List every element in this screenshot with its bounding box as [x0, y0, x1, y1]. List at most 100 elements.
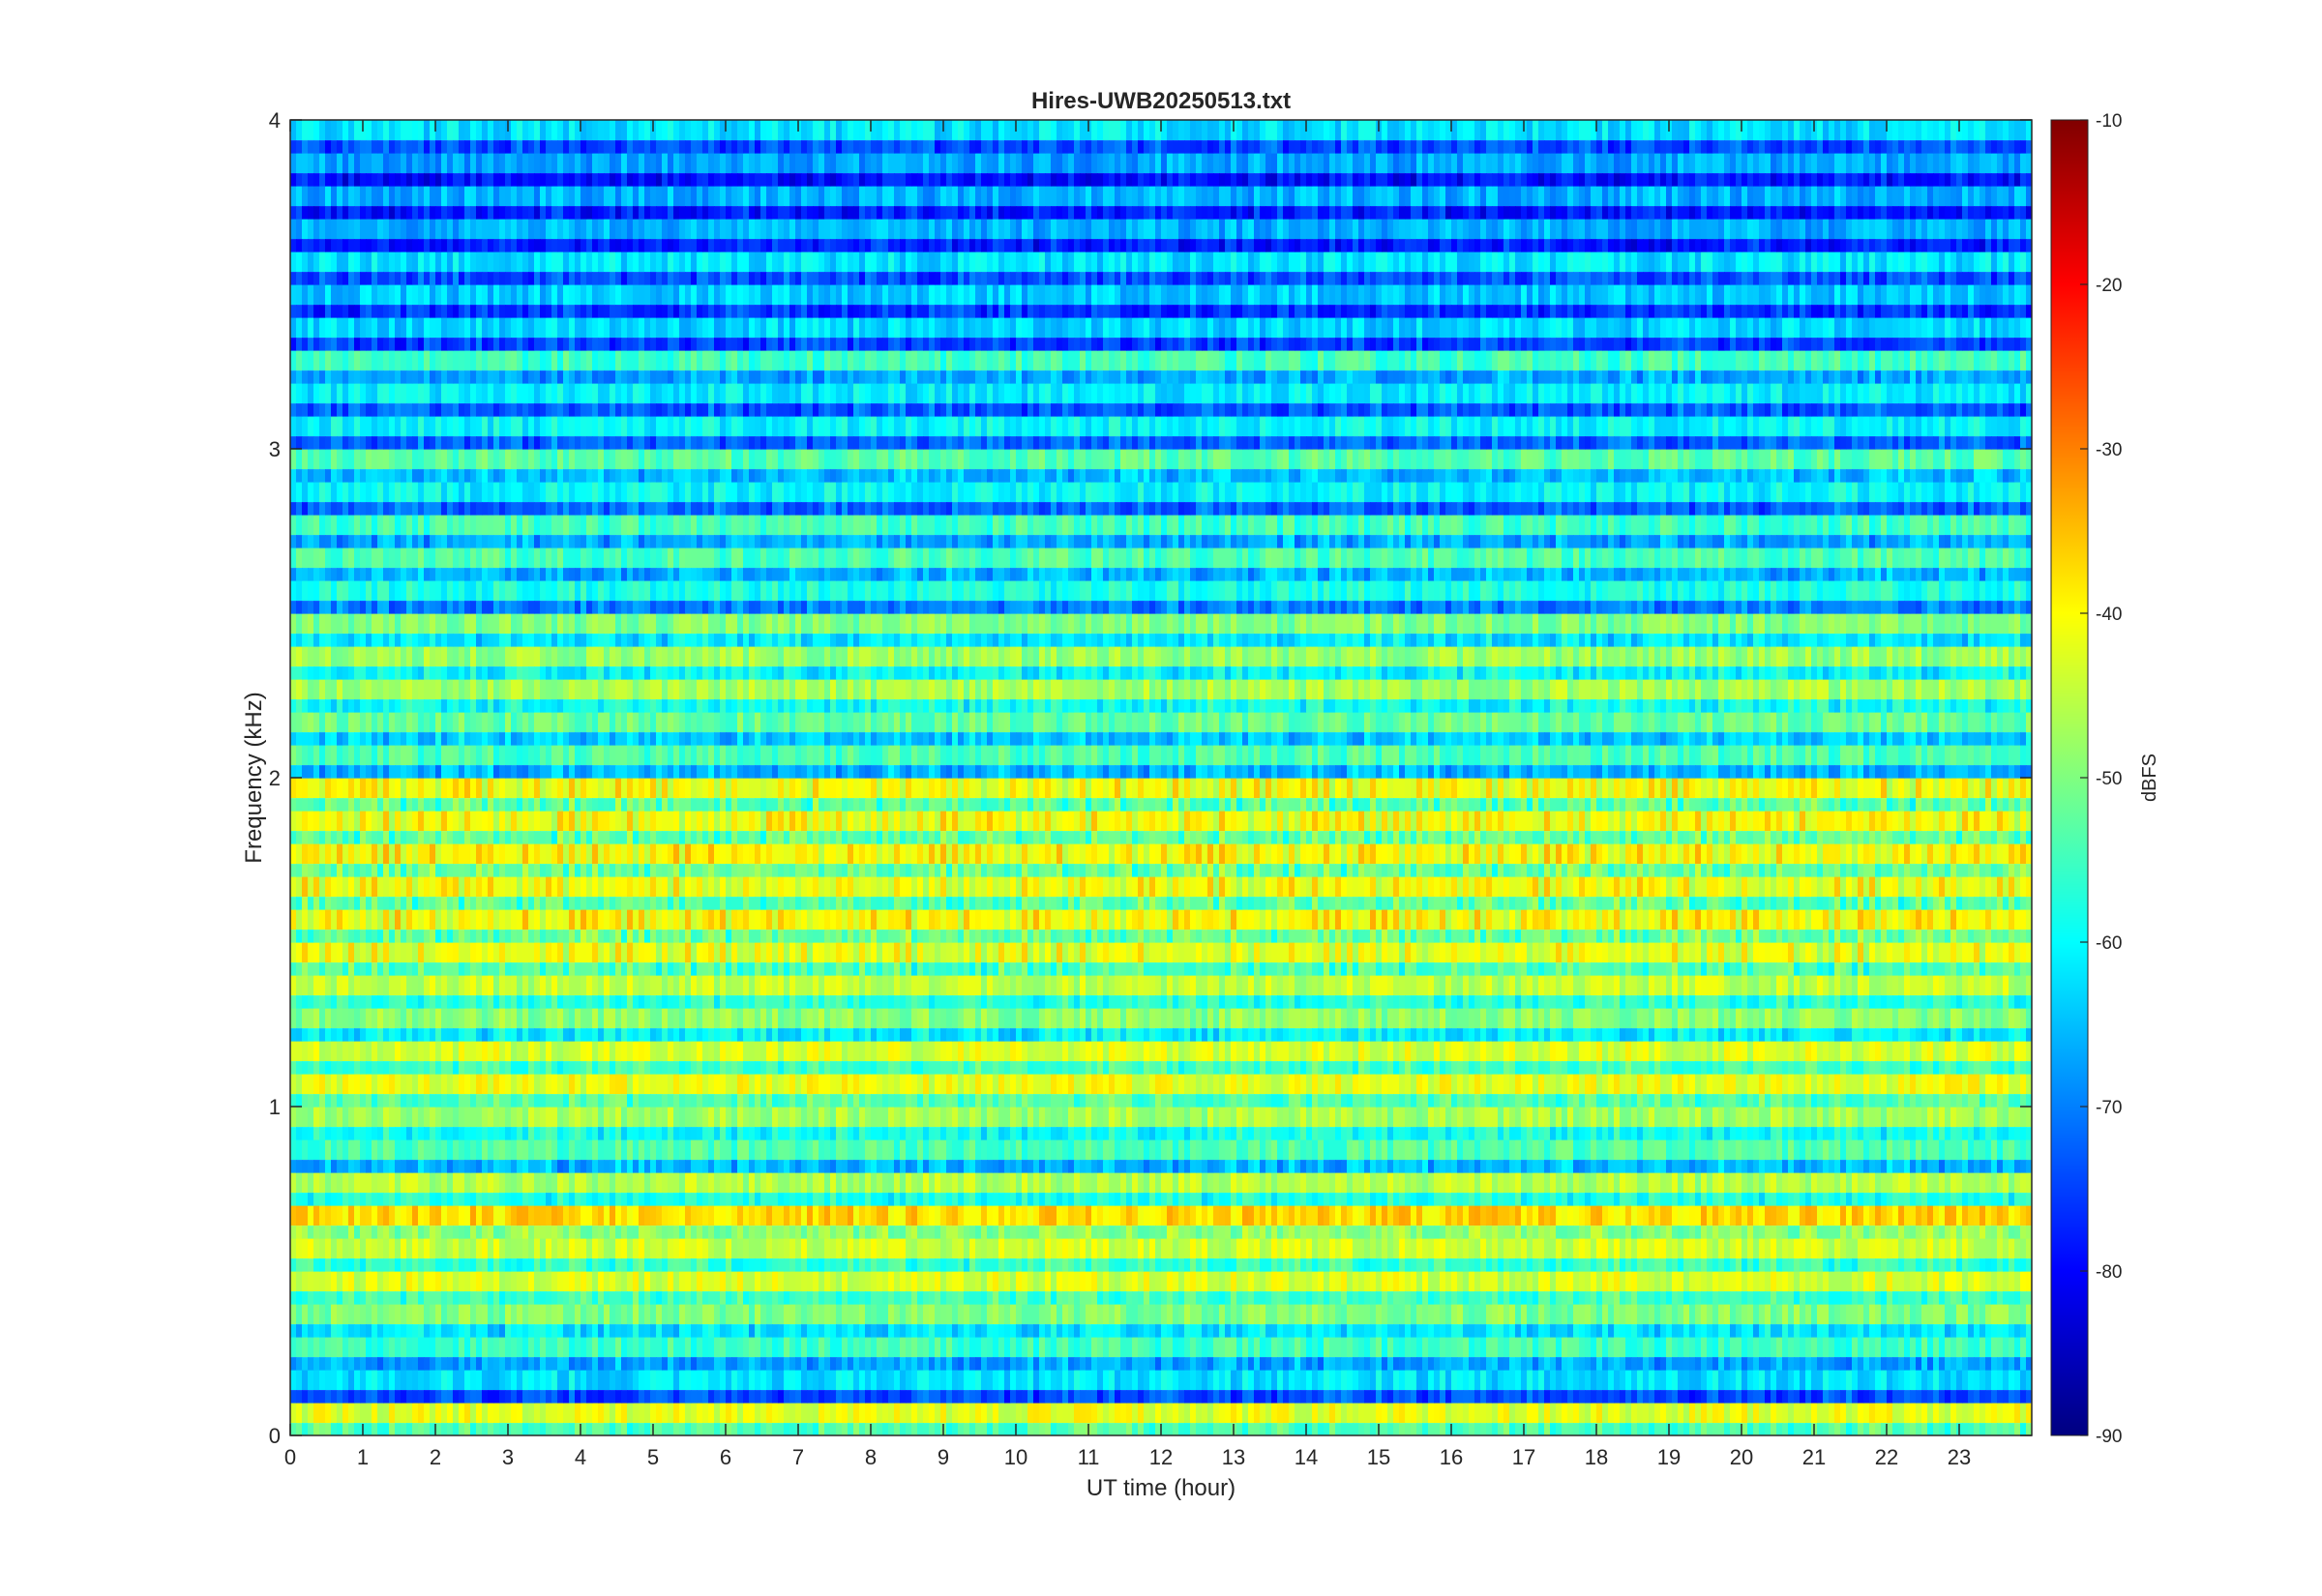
heatmap-cell	[430, 1291, 436, 1305]
heatmap-cell	[563, 1271, 570, 1292]
heatmap-cell	[1347, 1337, 1354, 1358]
heatmap-cell	[697, 1139, 703, 1161]
heatmap-cell	[1956, 1304, 1963, 1325]
heatmap-cell	[1318, 1324, 1325, 1338]
heatmap-cell	[946, 1193, 953, 1206]
heatmap-cell	[569, 1238, 576, 1259]
heatmap-cell	[511, 1291, 518, 1305]
heatmap-cell	[1887, 1423, 1893, 1435]
heatmap-cell	[1445, 1193, 1452, 1206]
heatmap-cell	[1980, 1403, 1986, 1424]
heatmap-cell	[1295, 1258, 1301, 1272]
heatmap-cell	[1370, 1205, 1377, 1227]
heatmap-cell	[1080, 1271, 1087, 1292]
heatmap-cell	[1852, 1370, 1859, 1391]
heatmap-cell	[993, 1337, 999, 1358]
heatmap-cell	[1892, 1390, 1899, 1404]
heatmap-cell	[2026, 1403, 2032, 1424]
heatmap-cell	[1271, 1370, 1278, 1391]
heatmap-cell	[801, 1172, 808, 1194]
heatmap-cell	[668, 1160, 674, 1173]
heatmap-cell	[1724, 1423, 1731, 1435]
heatmap-cell	[470, 1324, 477, 1338]
heatmap-cell	[575, 1238, 581, 1259]
heatmap-cell	[789, 1226, 796, 1239]
heatmap-cell	[1608, 1324, 1615, 1338]
heatmap-cell	[824, 1370, 831, 1391]
heatmap-cell	[1329, 1258, 1336, 1272]
heatmap-cell	[488, 1324, 494, 1338]
heatmap-cell	[1440, 1357, 1446, 1371]
heatmap-cell	[987, 1423, 994, 1435]
heatmap-cell	[1155, 1258, 1162, 1272]
heatmap-cell	[1283, 1258, 1290, 1272]
heatmap-cell	[1225, 1258, 1232, 1272]
heatmap-cell	[662, 1291, 669, 1305]
heatmap-cell	[1219, 1258, 1226, 1272]
heatmap-cell	[1022, 1258, 1028, 1272]
heatmap-cell	[1852, 1172, 1859, 1194]
heatmap-cell	[1631, 1238, 1638, 1259]
heatmap-cell	[1120, 1291, 1127, 1305]
heatmap-cell	[1068, 1370, 1075, 1391]
heatmap-cell	[1399, 1423, 1406, 1435]
heatmap-cell	[1712, 1291, 1719, 1305]
heatmap-cell	[319, 1226, 326, 1239]
heatmap-cell	[1103, 1291, 1110, 1305]
heatmap-cell	[464, 1337, 471, 1358]
heatmap-cell	[1904, 1370, 1911, 1391]
heatmap-cell	[1393, 1370, 1400, 1391]
heatmap-cell	[906, 1403, 912, 1424]
heatmap-cell	[1016, 1304, 1023, 1325]
heatmap-cell	[377, 1291, 384, 1305]
heatmap-cell	[470, 1304, 477, 1325]
heatmap-cell	[708, 1139, 715, 1161]
heatmap-cell	[1759, 1271, 1766, 1292]
heatmap-cell	[383, 1160, 390, 1173]
heatmap-cell	[1747, 1370, 1754, 1391]
heatmap-cell	[377, 1390, 384, 1404]
heatmap-cell	[877, 1304, 883, 1325]
heatmap-cell	[1823, 1226, 1830, 1239]
heatmap-cell	[2009, 1357, 2015, 1371]
heatmap-cell	[575, 1193, 581, 1206]
heatmap-cell	[348, 1238, 355, 1259]
heatmap-cell	[598, 1205, 605, 1227]
heatmap-cell	[1190, 1324, 1197, 1338]
heatmap-cell	[1202, 1258, 1208, 1272]
heatmap-cell	[569, 1139, 576, 1161]
heatmap-cell	[1109, 1205, 1116, 1227]
heatmap-cell	[615, 1258, 622, 1272]
heatmap-cell	[1643, 1337, 1650, 1358]
heatmap-cell	[2003, 1370, 2009, 1391]
heatmap-cell	[784, 1271, 790, 1292]
heatmap-cell	[1074, 1193, 1081, 1206]
heatmap-cell	[1585, 1324, 1592, 1338]
heatmap-cell	[1103, 1258, 1110, 1272]
heatmap-cell	[1875, 1258, 1882, 1272]
heatmap-cell	[1498, 1357, 1504, 1371]
heatmap-cell	[1393, 1226, 1400, 1239]
heatmap-cell	[1463, 1403, 1470, 1424]
heatmap-cell	[447, 1205, 454, 1227]
heatmap-cell	[1132, 1193, 1139, 1206]
heatmap-cell	[987, 1193, 994, 1206]
heatmap-cell	[1933, 1172, 1940, 1194]
heatmap-cell	[1277, 1226, 1284, 1239]
heatmap-cell	[441, 1193, 448, 1206]
heatmap-cell	[1190, 1370, 1197, 1391]
heatmap-cell	[668, 1390, 674, 1404]
heatmap-cell	[697, 1271, 703, 1292]
heatmap-cell	[836, 1160, 843, 1173]
heatmap-cell	[1921, 1390, 1928, 1404]
heatmap-cell	[1950, 1258, 1957, 1272]
heatmap-cell	[702, 1160, 709, 1173]
heatmap-cell	[1347, 1238, 1354, 1259]
heatmap-cell	[1027, 1304, 1034, 1325]
heatmap-cell	[1312, 1258, 1319, 1272]
heatmap-cell	[493, 1403, 500, 1424]
heatmap-cell	[342, 1172, 349, 1194]
heatmap-cell	[813, 1324, 819, 1338]
heatmap-cell	[1445, 1357, 1452, 1371]
heatmap-cell	[1678, 1390, 1684, 1404]
